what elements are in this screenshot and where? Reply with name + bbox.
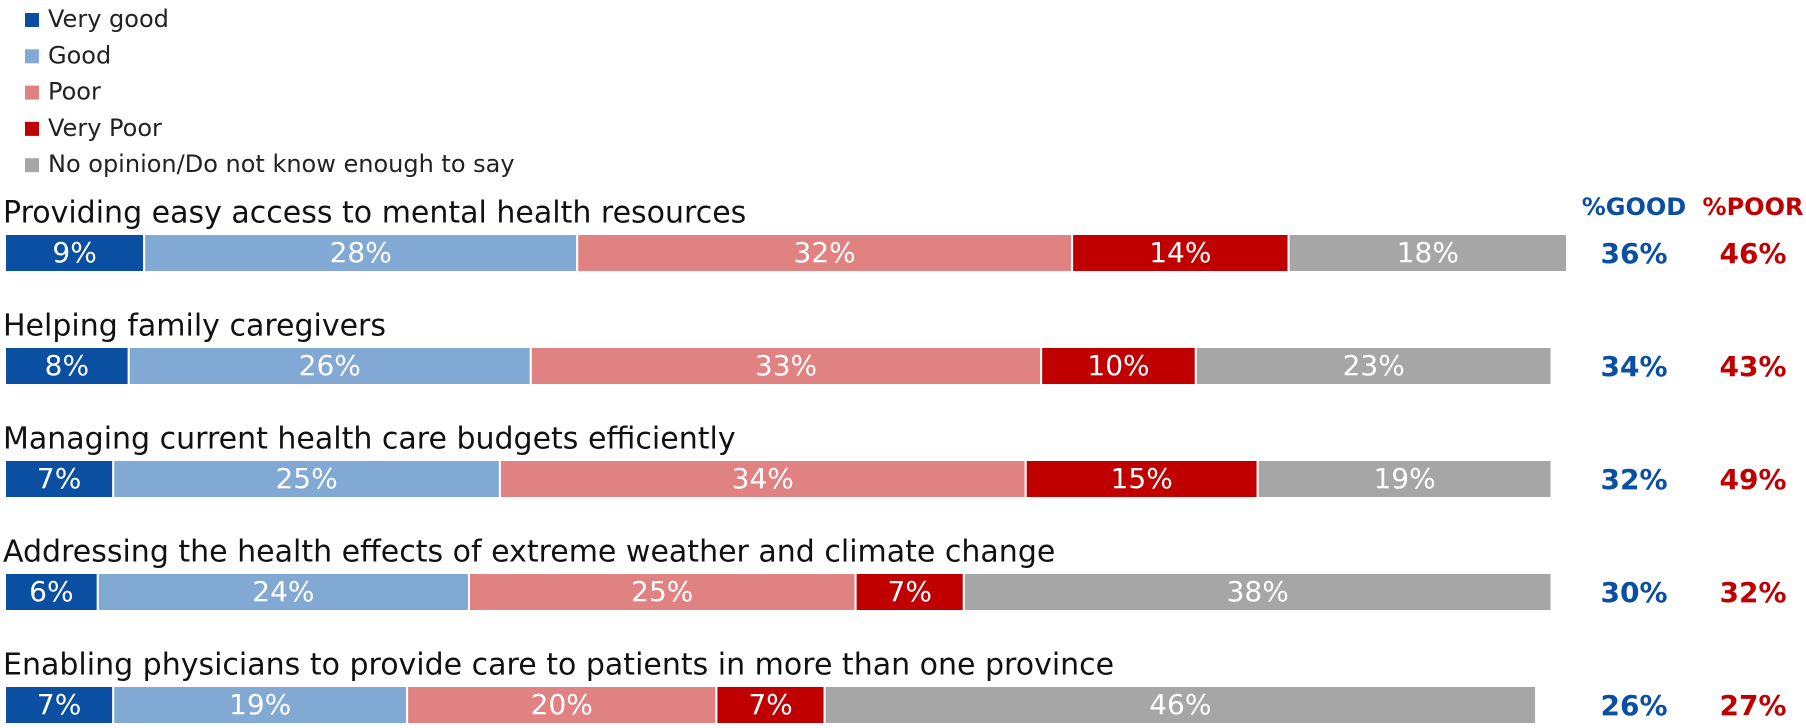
bar-segment — [4, 572, 99, 612]
summary-value: 34% — [1600, 350, 1667, 383]
bar-value-label: 19% — [229, 688, 291, 721]
category-label: Providing easy access to mental health r… — [3, 196, 746, 231]
bar-value-label: 38% — [1227, 575, 1289, 608]
bar-value-label: 8% — [45, 349, 89, 382]
legend-label: Good — [48, 41, 111, 69]
legend-swatch — [25, 49, 39, 64]
bar-value-label: 6% — [29, 575, 73, 608]
legend-label: Very good — [48, 5, 169, 33]
bar-segment — [96, 572, 470, 612]
bar-value-label: 14% — [1149, 236, 1211, 269]
bar-value-label: 26% — [299, 349, 361, 382]
legend-swatch — [25, 158, 39, 173]
category-label: Helping family caregivers — [3, 309, 386, 344]
bar-value-label: 46% — [1149, 688, 1211, 721]
bar-segment — [467, 572, 857, 612]
legend-swatch — [25, 121, 39, 136]
legend-label: Very Poor — [48, 114, 162, 142]
bar-value-label: 7% — [748, 688, 792, 721]
bar-segment — [112, 685, 409, 725]
summary-value: 30% — [1600, 576, 1667, 609]
bar-segment — [4, 346, 130, 386]
summary-value: 43% — [1719, 350, 1786, 383]
bar-segment — [4, 685, 115, 725]
bar-value-label: 32% — [794, 236, 856, 269]
bar-segment — [1024, 459, 1259, 499]
bar-segment — [1194, 346, 1553, 386]
bar-segment — [127, 346, 532, 386]
bar-value-label: 24% — [252, 575, 314, 608]
category-label: Enabling physicians to provide care to p… — [3, 648, 1114, 683]
summary-value: 27% — [1719, 689, 1786, 722]
bar-segment — [4, 233, 146, 273]
legend-label: Poor — [48, 78, 101, 106]
bar-segment — [823, 685, 1538, 725]
legend-label: No opinion/Do not know enough to say — [48, 150, 515, 178]
category-label: Managing current health care budgets eff… — [3, 422, 736, 457]
bar-value-label: 34% — [732, 462, 794, 495]
bar-value-label: 33% — [755, 349, 817, 382]
bar-value-label: 7% — [37, 688, 81, 721]
bar-segment — [854, 572, 965, 612]
bar-value-label: 9% — [52, 236, 96, 269]
legend-swatch — [25, 13, 39, 27]
bar-segment — [1287, 233, 1569, 273]
bar-value-label: 19% — [1373, 462, 1435, 495]
bar-value-label: 7% — [37, 462, 81, 495]
bar-value-label: 23% — [1343, 349, 1405, 382]
bar-segment — [576, 233, 1074, 273]
summary-header: %POOR — [1703, 193, 1804, 221]
bar-segment — [1256, 459, 1553, 499]
bar-segment — [529, 346, 1043, 386]
bar-value-label: 25% — [631, 575, 693, 608]
bar-value-label: 7% — [888, 575, 932, 608]
summary-value: 36% — [1600, 237, 1667, 270]
bar-segment — [498, 459, 1027, 499]
bar-segment — [406, 685, 718, 725]
summary-header: %GOOD — [1582, 193, 1686, 221]
bar-segment — [143, 233, 579, 273]
legend-swatch — [25, 85, 39, 100]
bar-value-label: 25% — [275, 462, 337, 495]
bar-segment — [1040, 346, 1197, 386]
summary-value: 26% — [1600, 689, 1667, 722]
bar-value-label: 18% — [1397, 236, 1459, 269]
summary-value: 32% — [1719, 576, 1786, 609]
bar-value-label: 28% — [330, 236, 392, 269]
bar-value-label: 20% — [531, 688, 593, 721]
summary-value: 46% — [1719, 237, 1786, 270]
bar-value-label: 15% — [1111, 462, 1173, 495]
bar-value-label: 10% — [1087, 349, 1149, 382]
category-label: Addressing the health effects of extreme… — [3, 535, 1055, 570]
summary-value: 32% — [1600, 463, 1667, 496]
bar-segment — [112, 459, 501, 499]
summary-value: 49% — [1719, 463, 1786, 496]
bar-segment — [962, 572, 1553, 612]
